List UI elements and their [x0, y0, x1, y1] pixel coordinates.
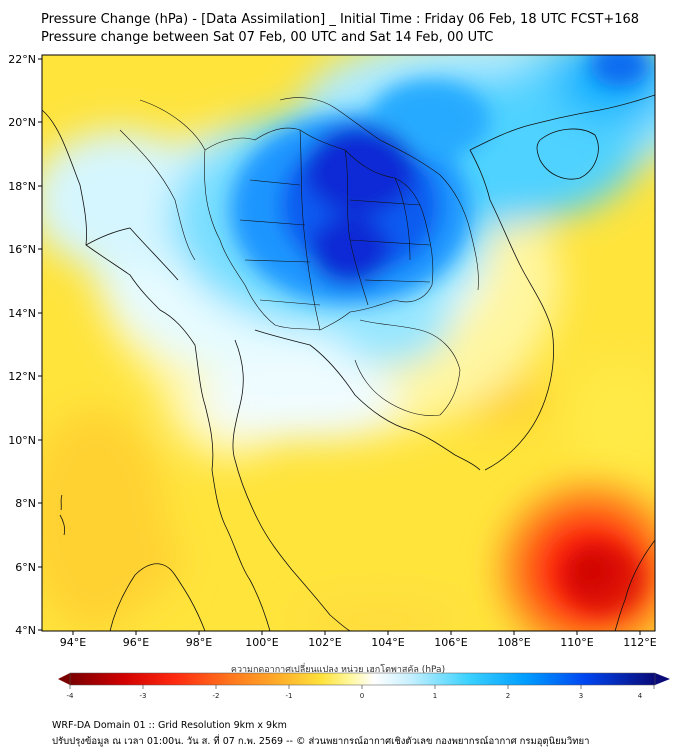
pressure-field: [42, 55, 655, 631]
lat-label: 4°N: [15, 624, 36, 637]
lat-label: 16°N: [8, 243, 36, 256]
colorbar-tick: -4: [67, 692, 75, 700]
lon-label: 100°E: [245, 636, 278, 649]
lon-label: 94°E: [60, 636, 86, 649]
lon-label: 112°E: [623, 636, 656, 649]
country-borders: [119, 97, 479, 416]
lat-label: 22°N: [8, 53, 36, 66]
colorbar-tick: 2: [506, 692, 510, 700]
colorbar-gradient: [70, 673, 655, 685]
colorbar-max-arrow: [655, 673, 670, 685]
lon-label: 108°E: [497, 636, 530, 649]
latitude-labels: 22°N 20°N 18°N 16°N 14°N 12°N 10°N 8°N 6…: [8, 53, 36, 637]
plot-frame: [41, 54, 656, 632]
colorbar-tick: -1: [286, 692, 293, 700]
longitude-labels: 94°E 96°E 98°E 100°E 102°E 104°E 106°E 1…: [60, 636, 657, 649]
lat-label: 6°N: [15, 561, 36, 574]
lat-label: 18°N: [8, 180, 36, 193]
colorbar-tick: -2: [213, 692, 220, 700]
footer-model-info: WRF-DA Domain 01 :: Grid Resolution 9km …: [52, 720, 287, 731]
lon-label: 104°E: [371, 636, 404, 649]
lat-label: 8°N: [15, 497, 36, 510]
colorbar-tick: 3: [579, 692, 583, 700]
colorbar-tick: 4: [638, 692, 643, 700]
colorbar-tick: 1: [433, 692, 437, 700]
axis-ticks: [38, 58, 641, 635]
lon-label: 110°E: [560, 636, 593, 649]
map-title: Pressure Change (hPa) - [Data Assimilati…: [41, 12, 640, 27]
coastlines: [42, 94, 655, 631]
lon-label: 98°E: [186, 636, 212, 649]
lat-label: 20°N: [8, 116, 36, 129]
lon-label: 102°E: [308, 636, 341, 649]
lon-label: 96°E: [123, 636, 149, 649]
lat-label: 10°N: [8, 434, 36, 447]
colorbar-tick: 0: [360, 692, 364, 700]
colorbar-tick: -3: [140, 692, 147, 700]
lat-label: 14°N: [8, 307, 36, 320]
lon-label: 106°E: [434, 636, 467, 649]
colorbar-min-arrow: [58, 673, 70, 685]
lat-label: 12°N: [8, 370, 36, 383]
colorbar: -4 -3 -2 -1 0 1 2 3 4: [58, 672, 670, 700]
footer-update-info: ปรับปรุงข้อมูล ณ เวลา 01:00น. วัน ส. ที่…: [52, 736, 590, 747]
map-subtitle: Pressure change between Sat 07 Feb, 00 U…: [41, 30, 494, 45]
colorbar-label: ความกดอากาศเปลี่ยนแปลง หน่วย เฮกโตพาสคัล…: [230, 665, 446, 675]
